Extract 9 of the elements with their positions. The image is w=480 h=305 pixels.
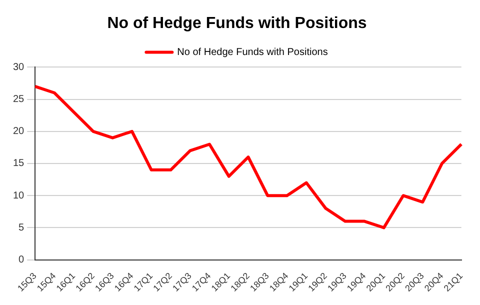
y-tick-label: 0 [18,254,25,266]
y-tick-label: 30 [13,62,25,73]
y-tick-label: 20 [13,126,25,138]
y-tick-label: 15 [13,158,25,170]
y-tick-label: 5 [18,222,25,234]
y-tick-label: 25 [13,94,25,106]
y-tick-label: 10 [13,190,25,202]
chart-title: No of Hedge Funds with Positions [107,15,367,32]
legend-label: No of Hedge Funds with Positions [177,46,328,58]
